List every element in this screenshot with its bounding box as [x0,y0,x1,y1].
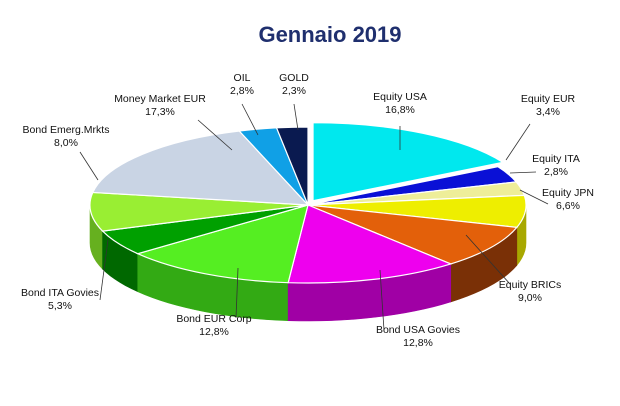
pie-depth-layer [89,204,527,322]
leader-oil [241,103,259,136]
slice-value-bond-usa-govies: 12,8% [403,337,433,349]
slice-label-equity-usa: Equity USA [373,91,427,103]
slice-value-bond-emerg-mrkts: 8,0% [54,137,78,149]
slice-label-bond-eur-corp: Bond EUR Corp [176,313,251,325]
chart-title: Gennaio 2019 [258,22,401,47]
slice-value-equity-ita: 2,8% [544,166,568,178]
slice-value-oil: 2,8% [230,85,254,97]
slice-bond-usa-govies [287,204,453,284]
leader-lines [79,103,549,331]
slice-value-money-market-eur: 17,3% [145,106,175,118]
leader-bond-ita-govies [99,239,109,301]
leader-equity-brics [465,234,511,285]
slice-money-market-eur [91,130,310,206]
slice-label-bond-usa-govies: Bond USA Govies [376,324,460,336]
slice-label-bond-emerg-mrkts: Bond Emerg.Mrkts [23,124,110,136]
leader-gold [293,103,299,131]
slice-value-equity-eur: 3,4% [536,106,560,118]
slice-value-gold: 2,3% [282,85,306,97]
slice-bond-eur-corp [135,204,309,284]
leader-equity-jpn [519,189,549,205]
slice-value-equity-usa: 16,8% [385,104,415,116]
leader-bond-usa-govies [379,269,385,331]
slice-equity-brics [307,204,519,265]
slice-label-gold: GOLD [279,72,309,84]
leader-money-market-eur [197,119,233,151]
leader-equity-ita [509,171,537,174]
slice-gold [275,126,309,206]
slice-label-equity-jpn: Equity JPN [542,187,594,199]
slice-label-bond-ita-govies: Bond ITA Govies [21,287,99,299]
slice-label-money-market-eur: Money Market EUR [114,93,206,105]
slice-value-equity-jpn: 6,6% [556,200,580,212]
pie-top-layer [89,122,527,284]
slice-label-equity-brics: Equity BRICs [499,279,561,291]
slice-equity-usa [312,122,505,202]
slice-value-bond-ita-govies: 5,3% [48,300,72,312]
slice-value-equity-brics: 9,0% [518,292,542,304]
slice-label-equity-eur: Equity EUR [521,93,576,105]
leader-bond-eur-corp [235,267,239,319]
slice-label-equity-ita: Equity ITA [532,153,580,165]
slice-label-oil: OIL [234,72,251,84]
slice-value-bond-eur-corp: 12,8% [199,326,229,338]
leader-equity-eur [505,123,531,161]
leader-bond-emerg-mrkts [79,151,99,181]
